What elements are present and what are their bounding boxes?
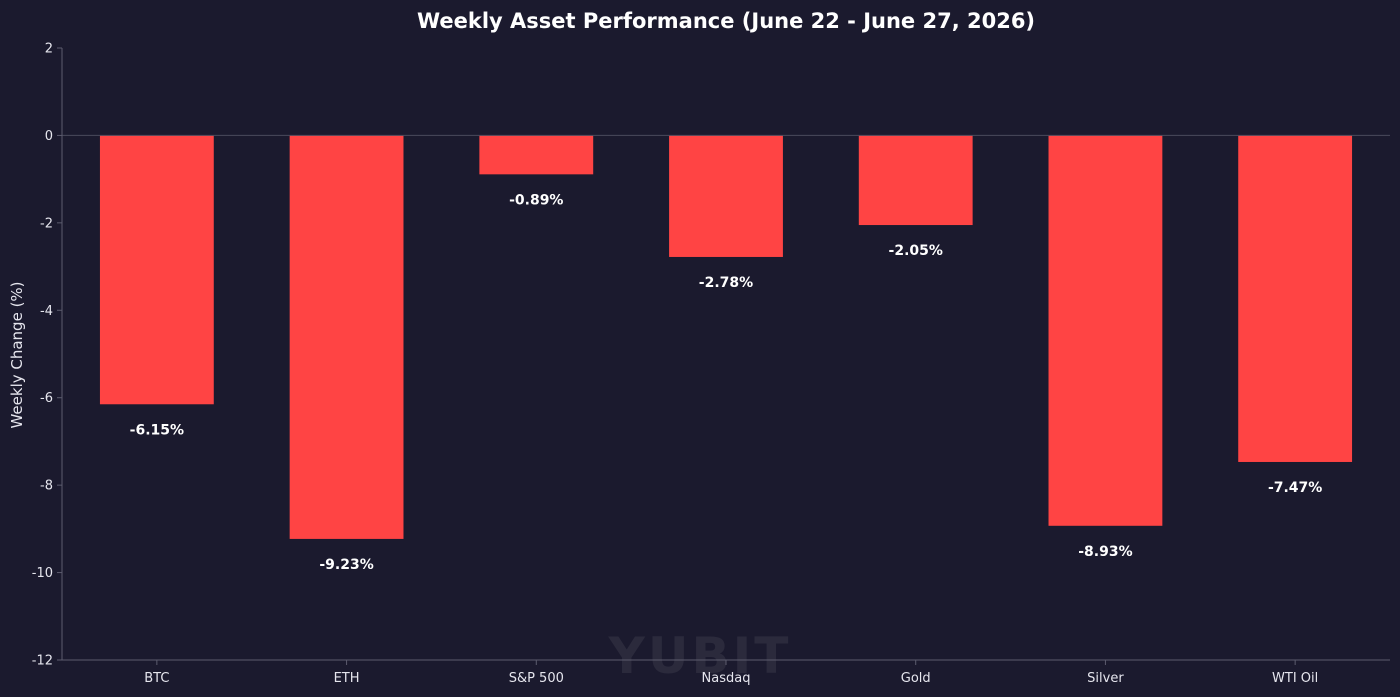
axes-layer — [57, 47, 1390, 665]
data-label: -8.93% — [1078, 544, 1132, 560]
chart-title: Weekly Asset Performance (June 22 - June… — [417, 9, 1035, 33]
watermark-text: YUBIT — [608, 627, 792, 685]
data-label: -9.23% — [319, 557, 373, 573]
bar — [669, 135, 783, 257]
x-tick-label: Nasdaq — [702, 671, 751, 686]
y-tick-label: -4 — [40, 304, 53, 319]
x-tick-label: S&P 500 — [509, 671, 564, 686]
y-tick-label: -8 — [40, 479, 53, 494]
labels-layer: 2 0 -2 -4 -6 -8 -10 -12 BTC -6.15% ETH -9.23% S&P 50… — [32, 42, 1323, 687]
data-label: -6.15% — [130, 422, 184, 438]
bar — [99, 135, 214, 405]
x-tick-label: BTC — [144, 671, 169, 686]
bars-layer — [99, 135, 1353, 539]
data-label: -2.05% — [889, 243, 943, 259]
bar — [858, 135, 973, 226]
bar — [479, 135, 594, 175]
data-label: -0.89% — [509, 192, 563, 208]
y-tick-label: -2 — [40, 216, 53, 231]
y-tick-label: -6 — [40, 391, 53, 406]
y-tick-label: 0 — [45, 129, 53, 144]
x-tick-label: Silver — [1087, 671, 1124, 686]
x-tick-label: ETH — [334, 671, 360, 686]
y-axis-title: Weekly Change (%) — [8, 281, 26, 428]
bar — [1238, 135, 1353, 462]
x-tick-label: Gold — [901, 671, 931, 686]
y-tick-label: -12 — [32, 654, 53, 669]
x-tick-label: WTI Oil — [1272, 671, 1318, 686]
bar — [1048, 135, 1163, 526]
bar — [289, 135, 404, 539]
data-label: -7.47% — [1268, 480, 1322, 496]
y-tick-label: 2 — [45, 42, 53, 57]
y-tick-label: -10 — [32, 566, 53, 581]
data-label: -2.78% — [699, 275, 753, 291]
